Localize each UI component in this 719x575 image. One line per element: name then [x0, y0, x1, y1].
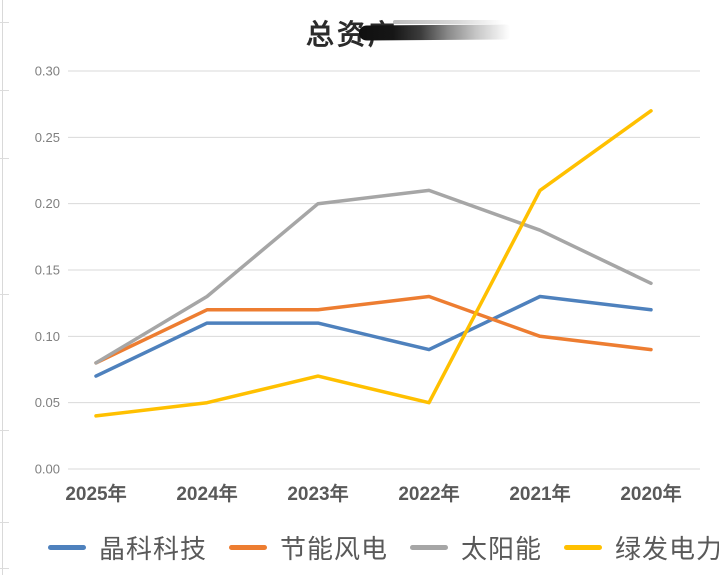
x-tick-label: 2021年: [509, 482, 570, 505]
legend-line-marker: [564, 544, 603, 550]
legend-line-marker: [229, 544, 268, 550]
legend-item: 晶科科技: [48, 529, 207, 566]
title-smudge-overlay-light: [393, 20, 509, 24]
line-chart-plot: 0.00 0.05 0.10 0.15 0.20 0.25 0.30 2025年 2024年 20…: [35, 64, 700, 505]
legend-item: 绿发电力: [564, 529, 719, 566]
y-tick-label: 0.05: [35, 395, 60, 410]
y-tick-label: 0.15: [35, 263, 60, 278]
y-tick-label: 0.25: [35, 130, 60, 145]
series-line-2: [94, 188, 653, 365]
legend-line-marker: [410, 544, 449, 550]
legend-label: 太阳能: [461, 534, 543, 564]
chart-legend: 晶科科技 节能风电 太阳能 绿发电力: [0, 524, 719, 570]
x-tick-label: 2025年: [65, 482, 126, 505]
legend-label: 晶科科技: [99, 534, 208, 564]
spreadsheet-gridline-stub: [0, 22, 9, 23]
spreadsheet-gridline-stub: [0, 90, 9, 91]
legend-item: 节能风电: [229, 529, 388, 566]
legend-line-marker: [48, 544, 86, 550]
spreadsheet-gridline-vertical: [2, 0, 3, 575]
series-line-3: [94, 109, 653, 418]
spreadsheet-gridline-stub: [0, 568, 9, 569]
x-tick-label: 2023年: [287, 482, 348, 505]
series-line-1: [94, 294, 653, 365]
y-tick-label: 0.30: [35, 64, 60, 79]
spreadsheet-gridline-stub: [0, 294, 9, 295]
legend-item: 太阳能: [410, 529, 542, 566]
x-tick-label: 2022年: [398, 482, 459, 505]
y-tick-label: 0.00: [35, 462, 60, 477]
y-tick-label: 0.20: [35, 196, 60, 211]
x-tick-label: 2020年: [620, 482, 681, 505]
y-tick-label: 0.10: [35, 329, 60, 344]
x-tick-label: 2024年: [176, 482, 237, 505]
legend-label: 节能风电: [280, 534, 389, 564]
spreadsheet-gridline-stub: [0, 522, 9, 523]
spreadsheet-gridline-stub: [0, 158, 9, 159]
legend-label: 绿发电力: [615, 534, 719, 564]
spreadsheet-gridline-stub: [0, 430, 9, 431]
series-line-0: [94, 294, 653, 378]
